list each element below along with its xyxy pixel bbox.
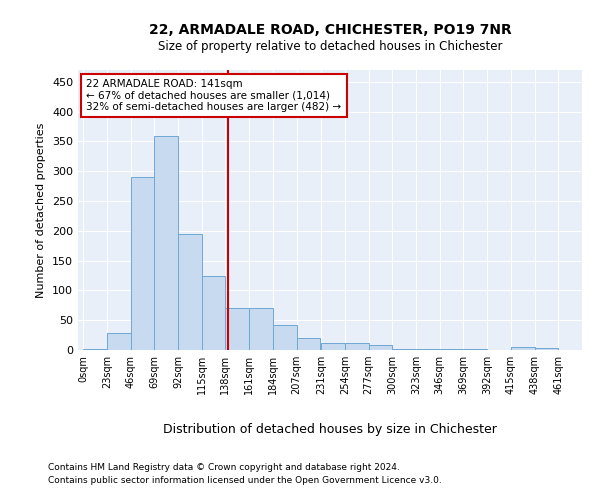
Text: Contains HM Land Registry data © Crown copyright and database right 2024.: Contains HM Land Registry data © Crown c… <box>48 464 400 472</box>
Text: Contains public sector information licensed under the Open Government Licence v3: Contains public sector information licen… <box>48 476 442 485</box>
Bar <box>368 345 392 350</box>
Text: Distribution of detached houses by size in Chichester: Distribution of detached houses by size … <box>163 422 497 436</box>
Y-axis label: Number of detached properties: Number of detached properties <box>37 122 46 298</box>
Bar <box>107 334 131 350</box>
Bar <box>154 136 178 350</box>
Bar <box>178 234 202 350</box>
Bar <box>83 349 107 350</box>
Bar <box>416 349 440 350</box>
Bar <box>249 308 273 350</box>
Text: Size of property relative to detached houses in Chichester: Size of property relative to detached ho… <box>158 40 502 53</box>
Bar <box>535 348 558 350</box>
Bar <box>296 338 320 350</box>
Bar <box>345 343 368 350</box>
Bar <box>392 349 416 350</box>
Bar <box>226 308 249 350</box>
Text: 22, ARMADALE ROAD, CHICHESTER, PO19 7NR: 22, ARMADALE ROAD, CHICHESTER, PO19 7NR <box>149 22 511 36</box>
Text: 22 ARMADALE ROAD: 141sqm
← 67% of detached houses are smaller (1,014)
32% of sem: 22 ARMADALE ROAD: 141sqm ← 67% of detach… <box>86 79 341 112</box>
Bar <box>511 347 535 350</box>
Bar <box>273 325 296 350</box>
Bar <box>202 276 226 350</box>
Bar <box>131 177 154 350</box>
Bar <box>321 343 345 350</box>
